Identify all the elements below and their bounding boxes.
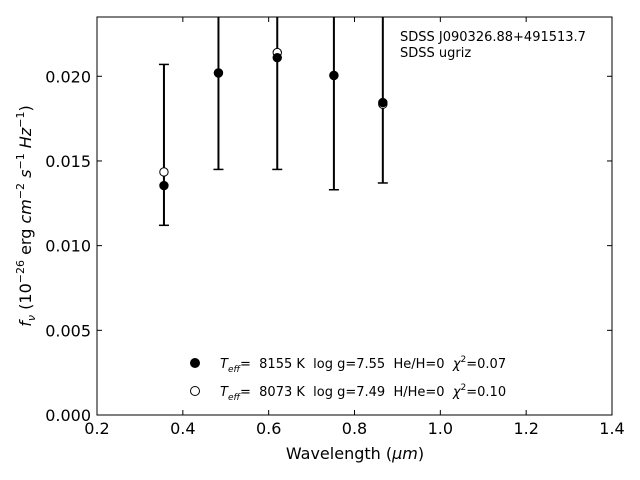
plot-area bbox=[96, 16, 613, 416]
y-axis-label: fν (10−26 erg cm−2 s−1 Hz−1) bbox=[14, 105, 38, 326]
x-tick-label: 1.0 bbox=[428, 419, 453, 438]
y-tick-label: 0.010 bbox=[45, 237, 91, 256]
x-tick-label: 0.6 bbox=[256, 419, 281, 438]
legend-marker-open bbox=[190, 386, 200, 396]
x-tick-label: 1.4 bbox=[599, 419, 624, 438]
annotation-object: SDSS J090326.88+491513.7 bbox=[400, 30, 586, 45]
errorbars bbox=[158, 17, 388, 227]
model-point-filled bbox=[272, 52, 282, 63]
x-tick-label: 0.2 bbox=[84, 419, 109, 438]
legend-marker-filled bbox=[190, 358, 200, 368]
x-axis-label: Wavelength (μm) bbox=[286, 444, 424, 463]
y-tick-label: 0.020 bbox=[45, 67, 91, 86]
x-tick-label: 0.4 bbox=[170, 419, 195, 438]
model-point-filled bbox=[378, 97, 388, 108]
ticks: 0.2 0.4 0.6 0.8 1.0 1.2 1.4 0.000 0.005 0.010 0.01… bbox=[45, 17, 625, 438]
y-tick-label: 0.005 bbox=[45, 321, 91, 340]
annotation-survey: SDSS ugriz bbox=[400, 46, 471, 61]
x-tick-label: 1.2 bbox=[513, 419, 538, 438]
legend-label-1: Teff= 8155 K log g=7.55 He/H=0 χ2=0.07 bbox=[220, 355, 506, 375]
axes-frame bbox=[96, 16, 613, 416]
y-tick-label: 0.000 bbox=[45, 406, 91, 425]
markers bbox=[159, 47, 388, 191]
legend-label-2: Teff= 8073 K log g=7.49 H/He=0 χ2=0.10 bbox=[220, 383, 506, 403]
model-point-filled bbox=[213, 68, 224, 78]
model-point-filled bbox=[329, 70, 339, 81]
model-point-open bbox=[159, 167, 169, 177]
y-tick-label: 0.015 bbox=[45, 152, 91, 171]
x-tick-label: 0.8 bbox=[342, 419, 367, 438]
legend: Teff= 8155 K log g=7.55 He/H=0 χ2=0.07 T… bbox=[190, 355, 506, 403]
model-point-filled bbox=[159, 180, 169, 191]
